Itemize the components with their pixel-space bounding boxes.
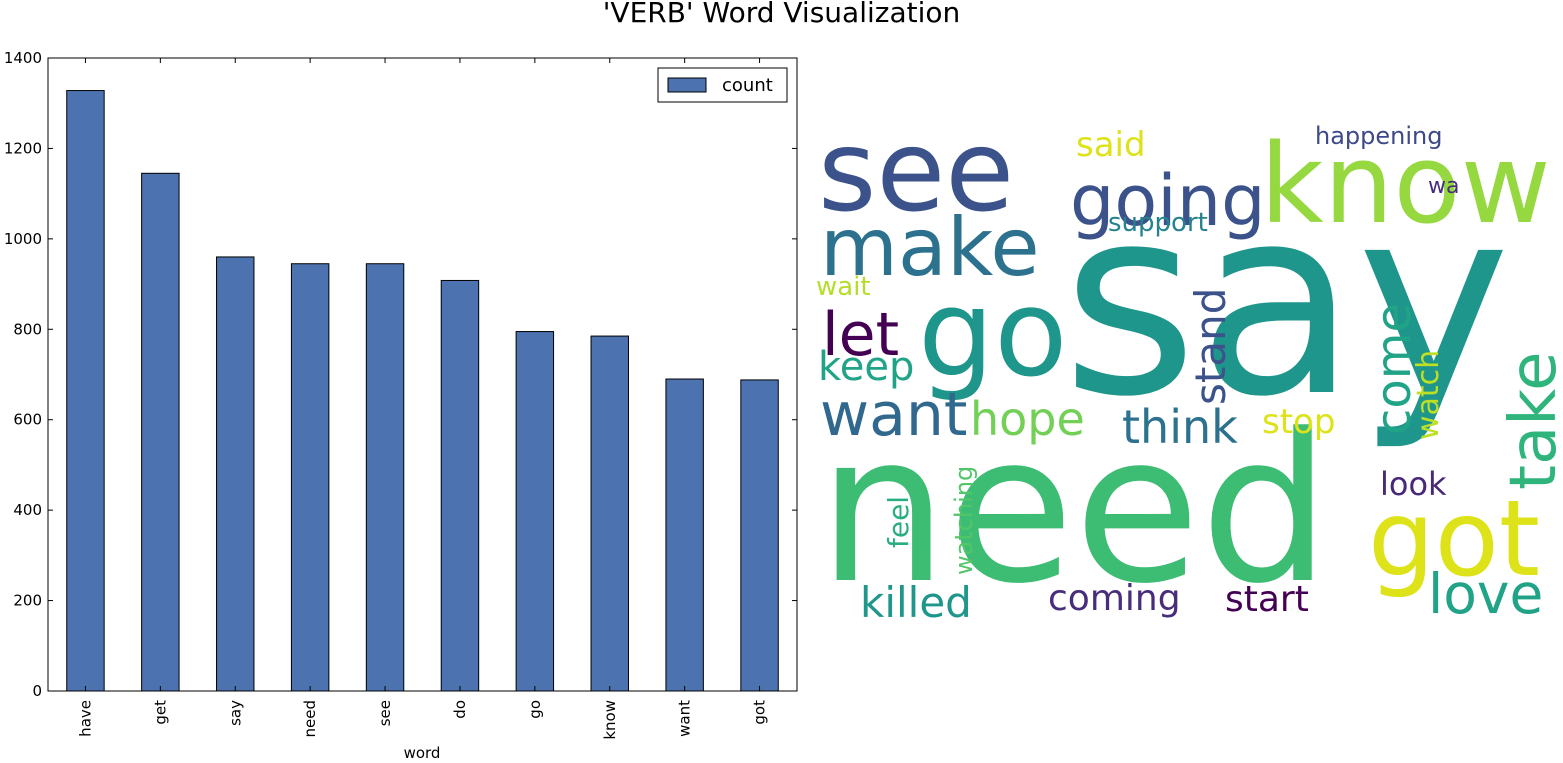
y-tick-label: 800 [13, 320, 42, 338]
cloud-word-let: let [822, 300, 899, 370]
cloud-word-said: said [1076, 125, 1146, 165]
cloud-word-happening: happening [1315, 122, 1442, 150]
cloud-word-know: know [1260, 120, 1551, 248]
bar-want [665, 378, 704, 692]
y-tick-label: 600 [13, 411, 42, 429]
x-axis-label: word [404, 744, 441, 762]
y-tick-label: 1400 [4, 49, 42, 67]
cloud-word-watching: watching [950, 466, 978, 575]
bars-group [66, 90, 779, 692]
bar-go [515, 331, 555, 692]
cloud-word-want: want [820, 380, 967, 450]
y-tick-label: 0 [32, 682, 42, 700]
figure-title: 'VERB' Word Visualization [602, 0, 961, 29]
x-tick-label: want [676, 700, 694, 737]
x-tick-label: see [376, 700, 394, 726]
x-tick-label: have [76, 700, 94, 737]
bar-chart: 0 200 400 600 800 1000 1200 1400 have get say need… [4, 49, 798, 762]
cloud-word-need: need [818, 391, 1330, 629]
x-tick-label: got [751, 700, 769, 725]
y-tick-label: 1000 [4, 230, 42, 248]
cloud-word-see: see [818, 107, 1014, 237]
x-tick-label: say [226, 700, 244, 726]
cloud-word-think: think [1122, 400, 1238, 454]
bar-need [290, 263, 330, 692]
x-axis: have get say need see do go know want got [76, 58, 769, 740]
x-tick-label: get [151, 700, 169, 725]
cloud-word-got: got [1368, 478, 1540, 600]
cloud-word-love: love [1428, 562, 1543, 626]
y-tick-label: 400 [13, 501, 42, 519]
cloud-word-keep: keep [818, 344, 914, 390]
bar-do [440, 279, 480, 692]
bar-get [141, 172, 180, 692]
legend-label: count [722, 75, 773, 96]
y-tick-label: 200 [13, 592, 42, 610]
bar-know [590, 335, 629, 692]
cloud-word-going: going [1070, 160, 1266, 242]
bar-say [216, 256, 255, 692]
cloud-word-feel: feel [882, 496, 915, 548]
cloud-word-hope: hope [970, 392, 1085, 446]
cloud-word-wa: wa [1428, 174, 1459, 199]
cloud-word-say: say [1062, 152, 1511, 454]
cloud-word-look: look [1380, 465, 1447, 503]
cloud-word-killed: killed [860, 578, 972, 627]
cloud-word-stand: stand [1186, 288, 1235, 405]
cloud-word-go: go [918, 265, 1068, 404]
y-tick-label: 1200 [4, 139, 42, 157]
cloud-word-start: start [1225, 579, 1309, 620]
x-tick-label: need [301, 700, 319, 738]
cloud-word-wait: wait [816, 272, 871, 302]
x-tick-label: do [451, 700, 469, 719]
cloud-word-stop: stop [1262, 402, 1335, 442]
cloud-word-watch: watch [1411, 350, 1446, 440]
legend: count [657, 67, 788, 103]
x-tick-label: know [601, 700, 619, 740]
cloud-word-support: support [1108, 208, 1208, 238]
y-axis: 0 200 400 600 800 1000 1200 1400 [4, 49, 797, 700]
plot-frame [47, 57, 798, 692]
cloud-word-take: take [1497, 352, 1563, 490]
x-tick-label: go [526, 700, 544, 719]
cloud-word-make: make [820, 201, 1040, 294]
bar-have [66, 90, 105, 692]
bar-got [740, 379, 779, 692]
cloud-word-coming: coming [1048, 578, 1181, 619]
bar-see [365, 263, 405, 692]
cloud-word-come: come [1366, 303, 1422, 435]
legend-swatch [667, 77, 707, 93]
